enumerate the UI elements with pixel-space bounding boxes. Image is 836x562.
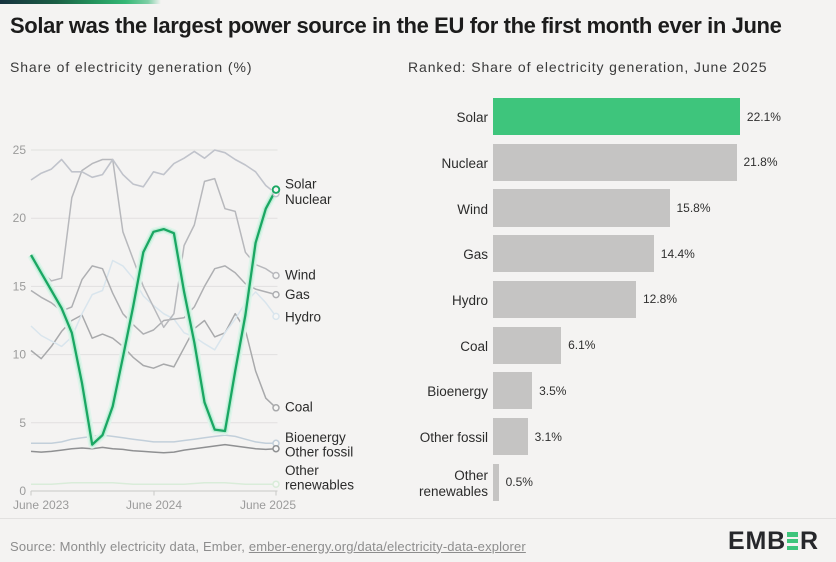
svg-text:Bioenergy: Bioenergy xyxy=(285,430,346,445)
svg-text:15: 15 xyxy=(13,279,27,293)
svg-text:Hydro: Hydro xyxy=(285,310,321,325)
svg-text:June 2023: June 2023 xyxy=(13,498,69,512)
svg-text:5: 5 xyxy=(19,416,26,430)
svg-text:Coal: Coal xyxy=(285,400,313,415)
svg-text:June 2024: June 2024 xyxy=(126,498,182,512)
svg-text:10: 10 xyxy=(13,348,27,362)
svg-text:20: 20 xyxy=(13,211,27,225)
svg-text:June 2025: June 2025 xyxy=(240,498,296,512)
svg-text:Nuclear: Nuclear xyxy=(285,192,332,207)
svg-text:Solar: Solar xyxy=(285,177,317,192)
svg-text:renewables: renewables xyxy=(285,478,354,493)
svg-text:Other: Other xyxy=(285,463,319,478)
svg-text:Other fossil: Other fossil xyxy=(285,445,353,460)
svg-text:0: 0 xyxy=(19,484,26,498)
svg-text:25: 25 xyxy=(13,143,27,157)
svg-text:Wind: Wind xyxy=(285,268,316,283)
svg-text:Gas: Gas xyxy=(285,287,310,302)
